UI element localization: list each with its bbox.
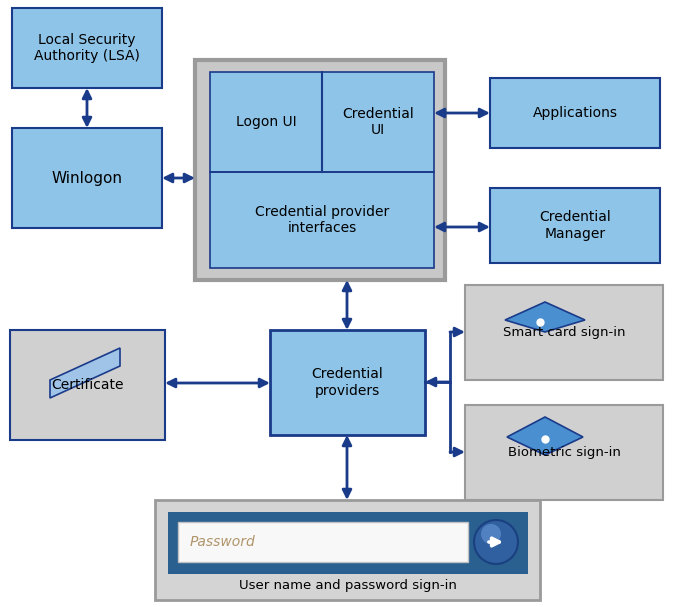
Circle shape — [474, 520, 518, 564]
FancyBboxPatch shape — [155, 500, 540, 600]
Circle shape — [481, 524, 501, 544]
Text: Credential
UI: Credential UI — [342, 107, 414, 137]
FancyBboxPatch shape — [210, 72, 434, 172]
FancyBboxPatch shape — [210, 172, 434, 268]
Polygon shape — [507, 417, 583, 455]
FancyBboxPatch shape — [490, 188, 660, 263]
Text: Credential
providers: Credential providers — [312, 367, 383, 398]
Text: Credential
Manager: Credential Manager — [539, 211, 611, 240]
FancyBboxPatch shape — [195, 60, 445, 280]
Text: Certificate: Certificate — [51, 378, 124, 392]
FancyBboxPatch shape — [168, 512, 528, 574]
FancyBboxPatch shape — [490, 78, 660, 148]
FancyBboxPatch shape — [465, 405, 663, 500]
Text: Applications: Applications — [533, 106, 618, 120]
FancyBboxPatch shape — [178, 522, 468, 562]
FancyBboxPatch shape — [465, 285, 663, 380]
FancyBboxPatch shape — [12, 128, 162, 228]
Text: Password: Password — [190, 535, 256, 549]
Text: Biometric sign-in: Biometric sign-in — [508, 446, 620, 459]
FancyBboxPatch shape — [270, 330, 425, 435]
Text: Smart card sign-in: Smart card sign-in — [503, 326, 625, 339]
Polygon shape — [50, 348, 120, 398]
Polygon shape — [505, 302, 585, 332]
Text: User name and password sign-in: User name and password sign-in — [238, 578, 456, 591]
FancyBboxPatch shape — [10, 330, 165, 440]
Text: Logon UI: Logon UI — [236, 115, 296, 129]
FancyBboxPatch shape — [12, 8, 162, 88]
Text: Credential provider
interfaces: Credential provider interfaces — [255, 205, 389, 235]
Text: Local Security
Authority (LSA): Local Security Authority (LSA) — [34, 33, 140, 63]
Text: Winlogon: Winlogon — [51, 171, 122, 186]
